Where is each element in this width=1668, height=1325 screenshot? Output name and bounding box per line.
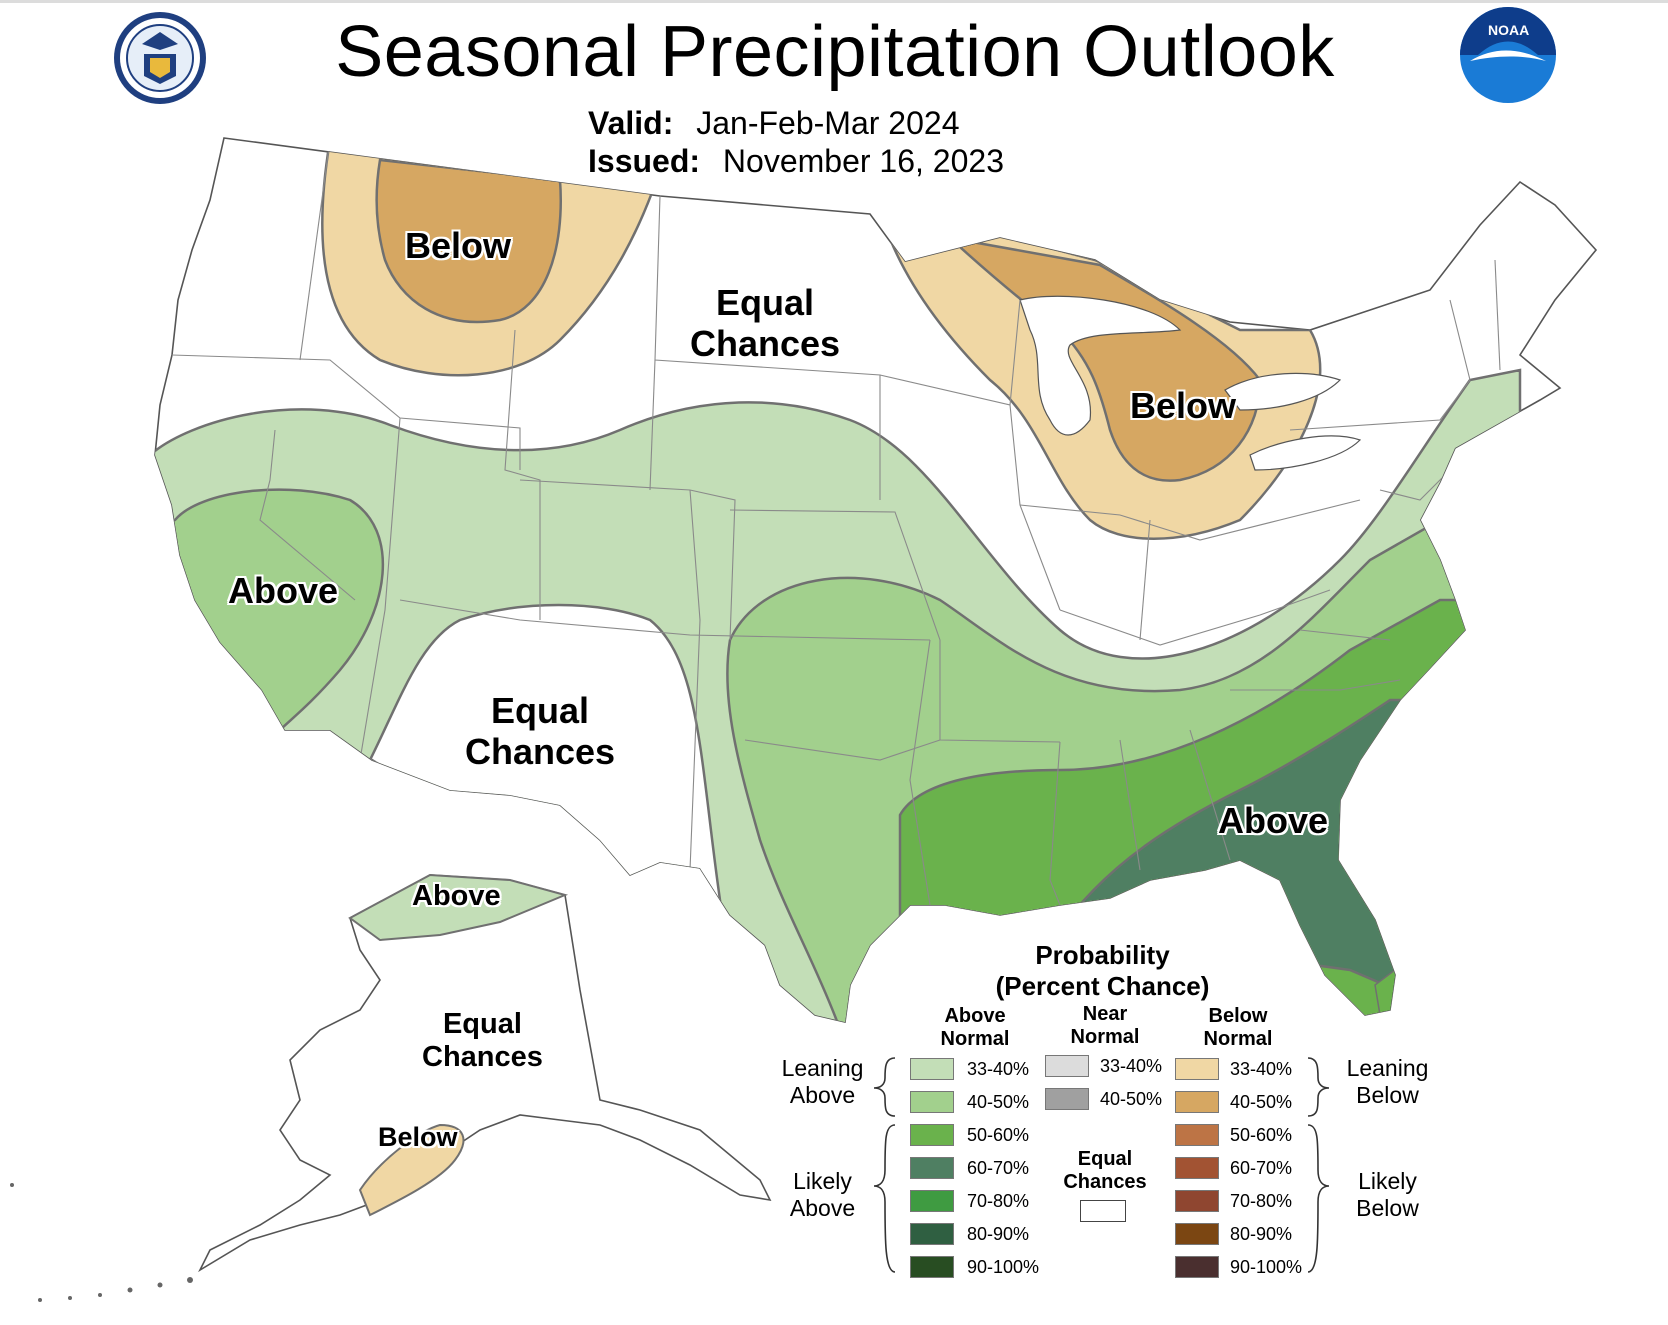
legend-above-label: 33-40% — [967, 1059, 1030, 1079]
issued-value: November 16, 2023 — [722, 143, 1004, 179]
label-below-alaska: Below — [378, 1122, 458, 1152]
region-alaska-below — [358, 1123, 465, 1217]
legend-title: Probability (Percent Chance) — [995, 940, 1210, 1001]
legend-below-swatch — [1175, 1124, 1219, 1146]
legend-below-label: 50-60% — [1230, 1125, 1293, 1145]
label-above-alaska: Above — [412, 880, 501, 912]
legend-likely-above: Likely Above — [789, 1168, 856, 1221]
legend-below-label: 40-50% — [1230, 1092, 1293, 1112]
legend-leaning-above: Leaning Above — [781, 1055, 864, 1108]
legend-equal-chances: Equal Chances — [1063, 1148, 1147, 1193]
region-northwest-below-40-50 — [375, 158, 562, 324]
legend-below-label: 70-80% — [1230, 1191, 1293, 1211]
region-ec-southwest — [367, 603, 722, 902]
legend-above-swatch — [910, 1256, 954, 1278]
legend-below-label: 80-90% — [1230, 1224, 1293, 1244]
top-border — [0, 0, 1668, 3]
legend-below-label: 33-40% — [1230, 1059, 1293, 1079]
issued-label: Issued: — [588, 143, 701, 179]
legend-near-head: Near Normal — [1070, 1003, 1140, 1048]
legend-above-swatch — [910, 1124, 954, 1146]
legend-above-head: Above Normal — [940, 1005, 1010, 1050]
legend-likely-below: Likely Below — [1356, 1168, 1419, 1221]
legend-above-swatch — [910, 1190, 954, 1212]
page-title: Seasonal Precipitation Outlook — [335, 12, 1335, 92]
noaa-logo-icon — [1460, 7, 1556, 103]
legend-near-label: 33-40% — [1100, 1056, 1163, 1076]
legend-below-swatch — [1175, 1190, 1219, 1212]
legend-above-label: 70-80% — [967, 1191, 1030, 1211]
legend-above-label: 50-60% — [967, 1125, 1030, 1145]
doc-seal-icon — [114, 12, 206, 104]
label-below-northwest: Below — [405, 225, 512, 266]
legend-near-label: 40-50% — [1100, 1089, 1163, 1109]
legend-below-head: Below Normal — [1203, 1005, 1273, 1050]
legend-below-label: 60-70% — [1230, 1158, 1293, 1178]
label-below-great-lakes: Below — [1130, 385, 1237, 426]
legend-above-swatch — [910, 1223, 954, 1245]
region-alaska-above — [348, 873, 569, 942]
issued-row: Issued: November 16, 2023 — [588, 143, 1004, 179]
legend-below-swatch — [1175, 1157, 1219, 1179]
legend-below-swatch — [1175, 1256, 1219, 1278]
legend-leaning-below: Leaning Below — [1346, 1055, 1429, 1108]
label-ec-alaska: Equal Chances — [422, 1008, 543, 1074]
legend-below-swatch — [1175, 1058, 1219, 1080]
noaa-logo-text: NOAA — [1488, 22, 1530, 38]
valid-row: Valid: Jan-Feb-Mar 2024 — [588, 105, 959, 141]
label-ec-north-central: Equal Chances — [690, 282, 841, 365]
legend-above-swatch — [910, 1058, 954, 1080]
legend-above-swatch — [910, 1091, 954, 1113]
legend-below-swatch — [1175, 1223, 1219, 1245]
alaska-map — [10, 873, 772, 1302]
legend-above-label: 80-90% — [967, 1224, 1030, 1244]
valid-value: Jan-Feb-Mar 2024 — [696, 105, 960, 141]
label-above-california: Above — [228, 570, 339, 611]
legend-below-label: 90-100% — [1230, 1257, 1303, 1277]
legend-near-swatch — [1045, 1088, 1089, 1110]
label-above-southeast: Above — [1218, 800, 1329, 841]
legend-below-swatch — [1175, 1091, 1219, 1113]
legend-above-label: 40-50% — [967, 1092, 1030, 1112]
label-ec-southwest: Equal Chances — [465, 690, 616, 773]
valid-label: Valid: — [588, 105, 674, 141]
legend-near-swatch — [1045, 1055, 1089, 1077]
legend-above-label: 60-70% — [967, 1158, 1030, 1178]
legend-above-label: 90-100% — [967, 1257, 1040, 1277]
legend-ec-swatch — [1080, 1200, 1126, 1222]
legend-above-swatch — [910, 1157, 954, 1179]
